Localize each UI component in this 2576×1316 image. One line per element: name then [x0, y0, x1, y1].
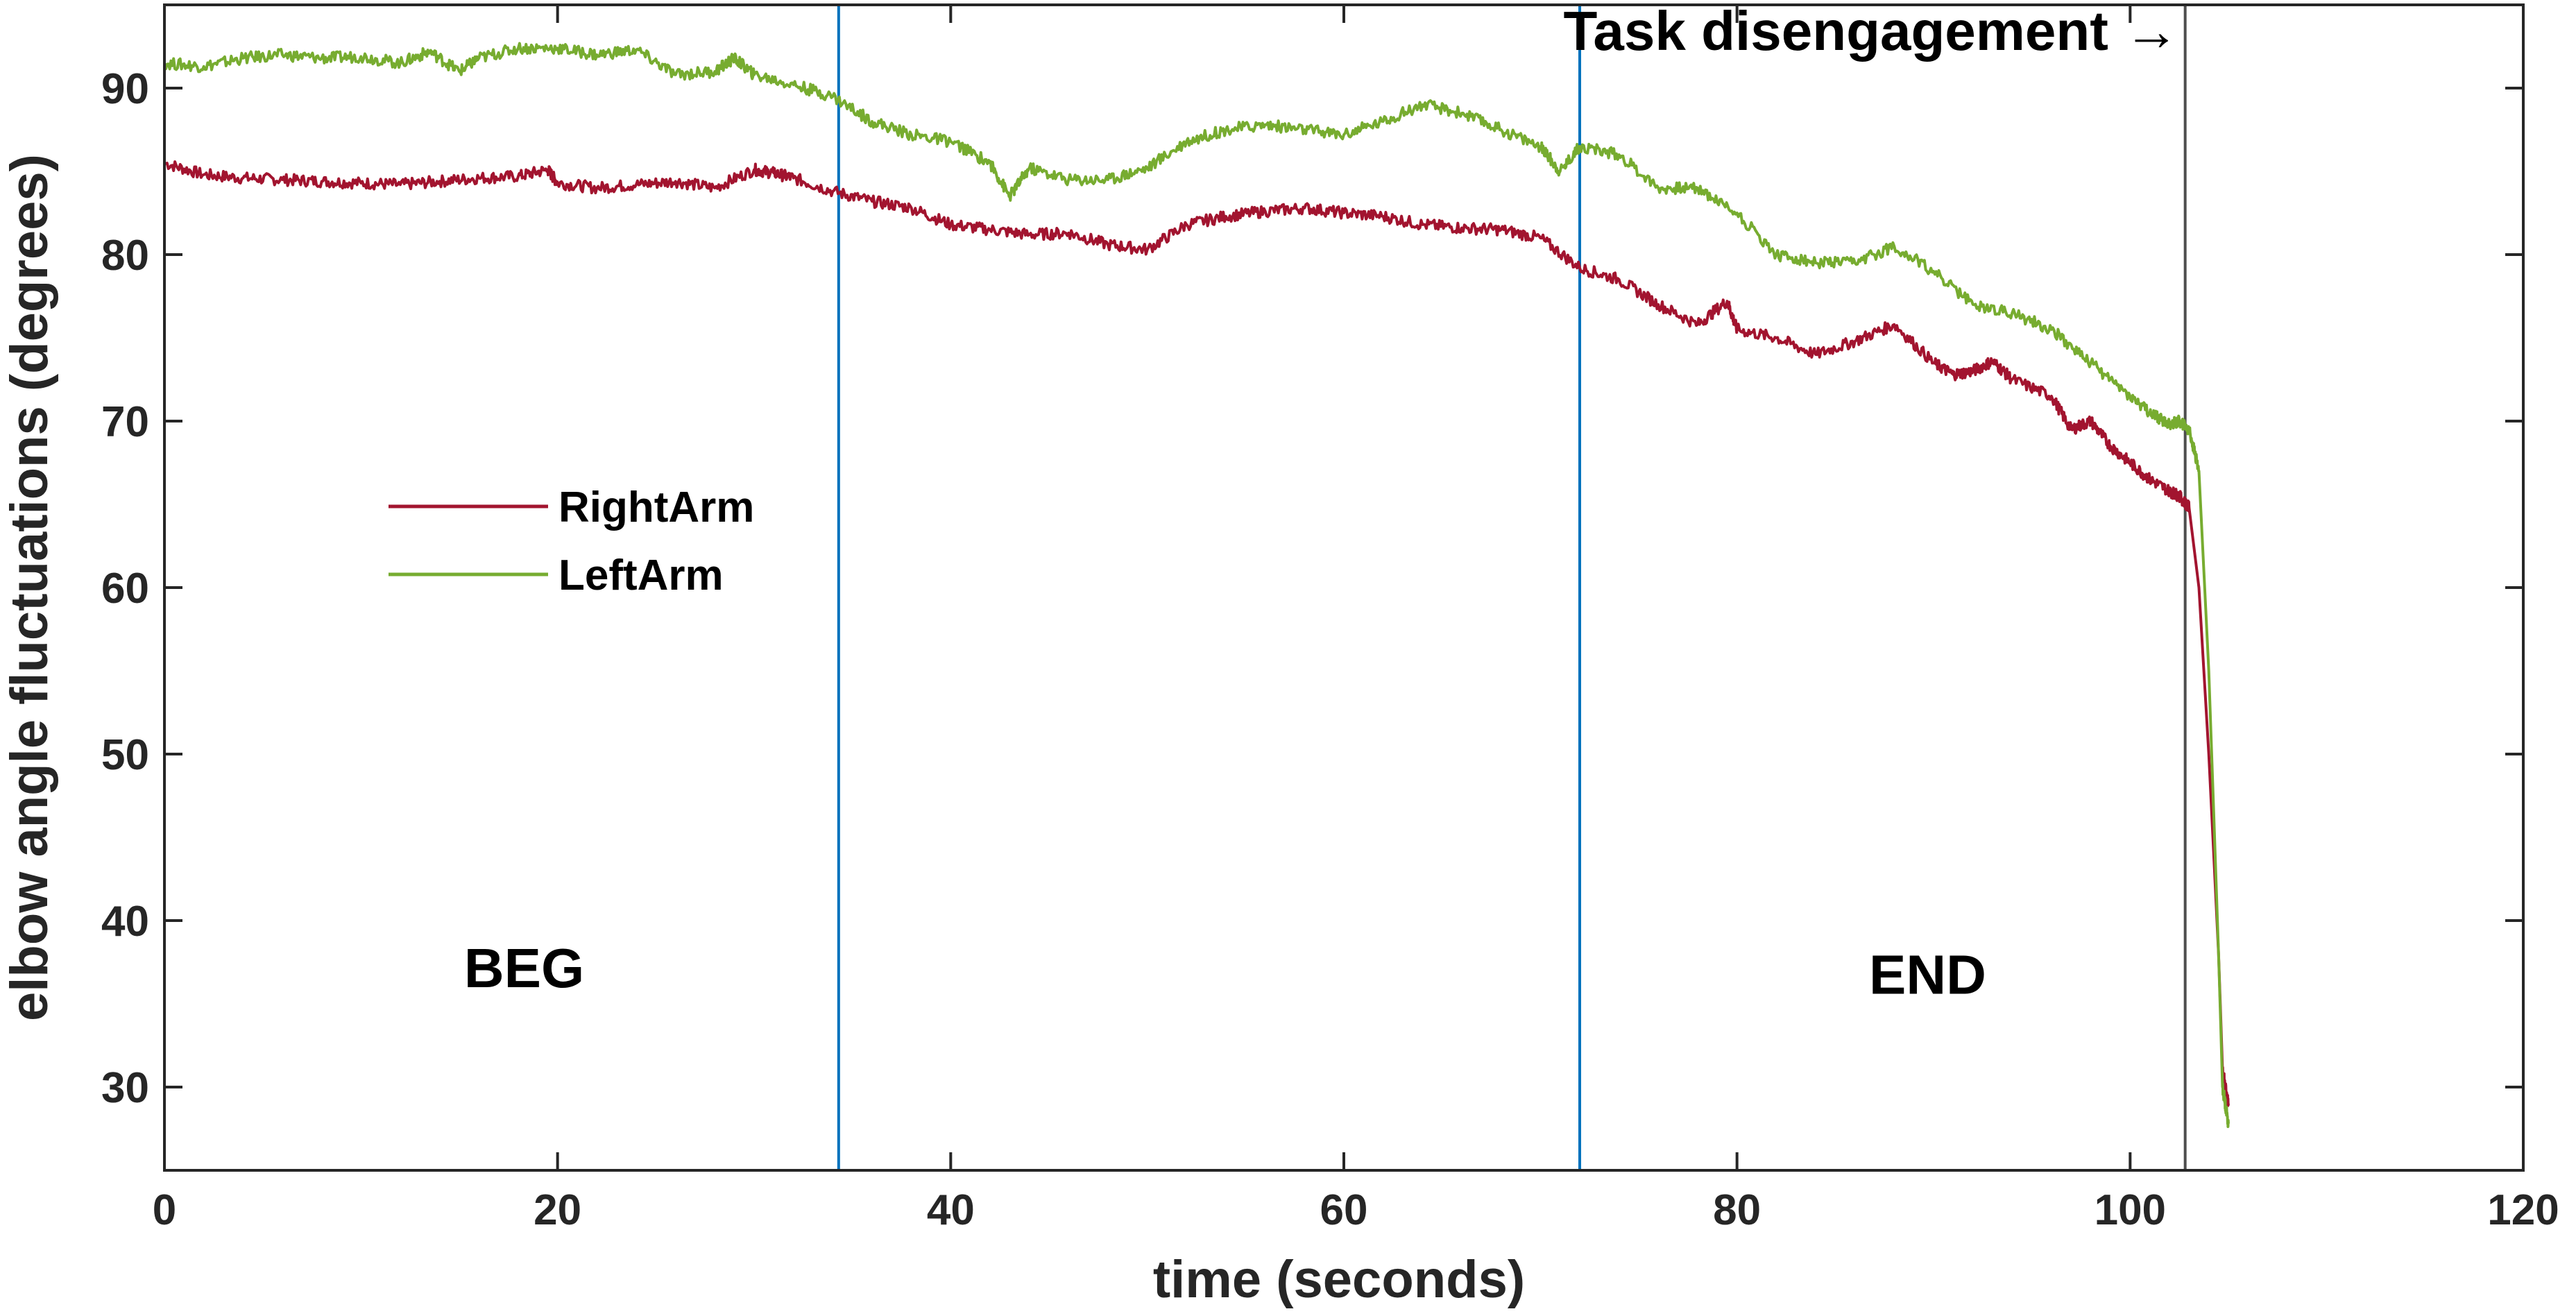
- annotation-0: BEG: [464, 937, 584, 999]
- y-tick-labels: 30 40 50 60 70 80 90: [101, 65, 149, 1112]
- x-axis-label: time (seconds): [1153, 1250, 1525, 1309]
- x-tick-label: 0: [153, 1186, 176, 1234]
- x-tick-label: 80: [1713, 1186, 1761, 1234]
- annotations: BEG END Task disengagement →: [464, 0, 2179, 1006]
- plot-background: [164, 5, 2523, 1170]
- y-tick-label: 30: [101, 1064, 149, 1112]
- series-lines: [163, 42, 2230, 1129]
- annotation-1: END: [1869, 944, 1986, 1006]
- legend-label-rightarm: RightArm: [558, 484, 754, 531]
- x-tick-label: 120: [2487, 1186, 2559, 1234]
- y-axis-label: elbow angle fluctuations (degrees): [0, 154, 59, 1021]
- y-tick-label: 60: [101, 565, 149, 613]
- legend: RightArm LeftArm: [389, 484, 754, 599]
- y-tick-label: 50: [101, 731, 149, 779]
- x-tick-label: 100: [2095, 1186, 2166, 1234]
- plot-frame: [163, 3, 2525, 1172]
- vertical-lines: [837, 5, 2187, 1170]
- legend-label-leftarm: LeftArm: [558, 552, 724, 599]
- y-tick-label: 70: [101, 398, 149, 446]
- y-tick-label: 40: [101, 898, 149, 946]
- x-tick-label: 20: [534, 1186, 581, 1234]
- y-tick-label: 80: [101, 232, 149, 280]
- y-tick-label: 90: [101, 65, 149, 113]
- x-tick-label: 60: [1320, 1186, 1368, 1234]
- x-tick-labels: 0 20 40 60 80 100 120: [153, 1186, 2559, 1234]
- annotation-2: Task disengagement →: [1564, 0, 2180, 62]
- axis-ticks: [163, 5, 2525, 1170]
- series-line-leftarm: [163, 42, 2230, 1129]
- x-tick-label: 40: [927, 1186, 975, 1234]
- series-line-rightarm: [164, 160, 2230, 1107]
